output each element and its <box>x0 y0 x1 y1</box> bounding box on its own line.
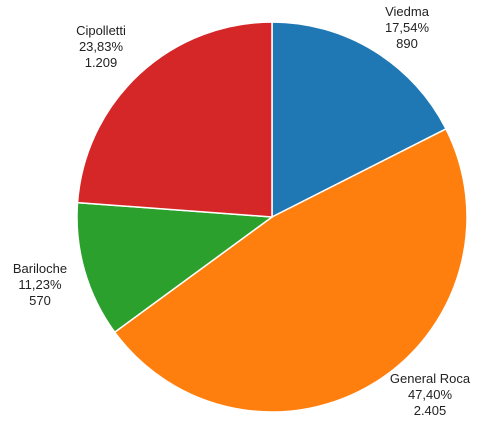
pie-slice <box>271 21 447 219</box>
value-label: 890 <box>396 36 418 51</box>
value-label: 570 <box>29 293 51 308</box>
slice-label: Cipolletti <box>76 23 126 38</box>
percentage-label: 17,54% <box>385 20 430 35</box>
slice-label: Bariloche <box>13 261 67 276</box>
pie-slice <box>76 201 275 334</box>
value-label: 1.209 <box>85 55 118 70</box>
pie-slice <box>113 127 468 413</box>
slice-label: General Roca <box>390 371 471 386</box>
percentage-label: 23,83% <box>79 39 124 54</box>
percentage-label: 47,40% <box>408 387 453 402</box>
slice-label: Viedma <box>385 4 430 19</box>
value-label: 2.405 <box>414 403 447 418</box>
pie-slice <box>76 21 273 218</box>
percentage-label: 11,23% <box>18 277 62 292</box>
